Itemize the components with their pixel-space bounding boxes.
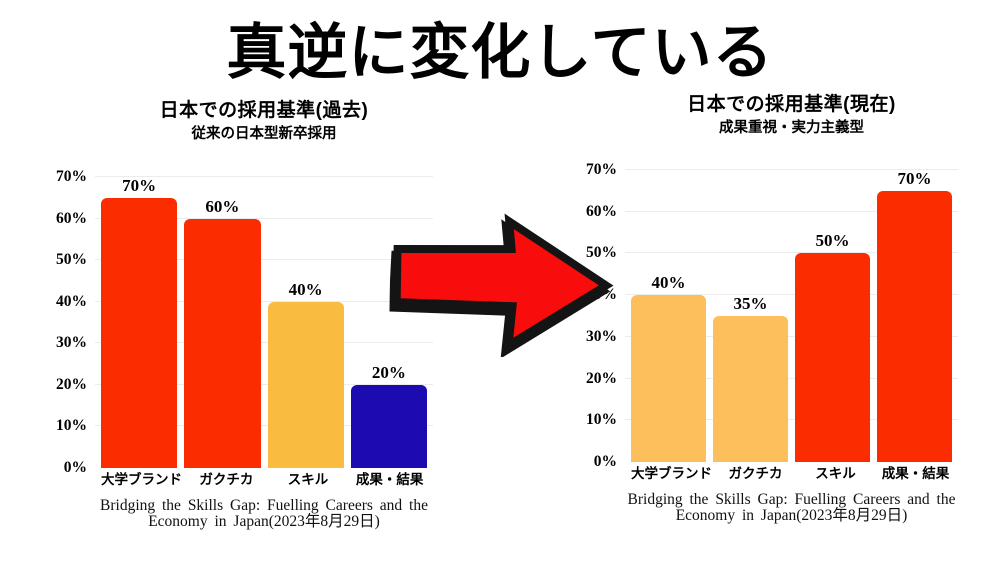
x-axis-labels: 大学ブランド ガクチカ スキル 成果・結果 [95,471,433,488]
bar-chart-present: 日本での採用基準(現在) 成果重視・実力主義型 0% 10% 20% 30% 40% 50… [578,92,958,524]
bar-value-label: 60% [205,196,240,216]
bar-slot: 60% [184,177,261,468]
bar-value-label: 50% [815,231,850,251]
y-tick-label: 60% [586,202,617,220]
page-title: 真逆に変化している [226,20,774,86]
y-axis: 0% 10% 20% 30% 40% 50% 60% 70% [48,168,95,476]
y-tick-label: 0% [63,459,87,476]
gridline [625,419,958,421]
gridline [95,176,433,177]
bar-slot: 70% [101,176,178,468]
gridline [95,425,433,427]
gridline [95,259,433,261]
bar-大学ブランド [101,198,178,468]
x-category-label: 成果・結果 [881,466,950,481]
bar-slot: 35% [713,170,788,462]
red-right-arrow-icon [389,213,614,359]
y-tick-label: 30% [56,334,87,352]
bar-ガクチカ [184,218,261,468]
x-axis-labels: 大学ブランド ガクチカ スキル 成果・結果 [625,465,958,482]
bar-成果・結果 [350,384,427,468]
chart-subtitle: 従来の日本型新卒採用 [191,126,337,142]
bar-value-label: 40% [288,279,323,299]
bars-row: 70% 60% 40% 20% [95,177,433,468]
bar-value-label: 35% [733,294,768,313]
bar-value-label: 70% [897,169,932,188]
gridline [625,169,958,170]
gridline [625,335,958,337]
bar-成果・結果 [877,191,952,462]
y-tick-label: 30% [586,327,617,345]
chart-subtitle: 成果重視・実力主義型 [719,120,864,136]
gridline [625,377,958,379]
x-category-label: 大学ブランド [101,472,182,487]
y-tick-label: 20% [586,369,617,387]
gridline [95,383,433,385]
bar-slot: 40% [631,170,706,462]
chart-title: 日本での採用基準(過去) [159,100,369,121]
source-caption-line: Bridging the Skills Gap: Fuelling Career… [100,497,428,514]
bar-value-label: 70% [122,176,157,195]
plot-area: 70% 60% 40% 20% [95,176,433,468]
y-tick-label: 70% [586,161,617,178]
gridline [625,252,958,254]
gridline [95,300,433,302]
source-caption: Bridging the Skills Gap: Fuelling Career… [95,498,433,530]
gridline [625,294,958,296]
y-tick-label: 20% [56,375,87,393]
y-tick-label: 60% [56,209,87,227]
bar-スキル [267,301,344,468]
y-tick-label: 10% [56,417,87,435]
x-category-label: 大学ブランド [631,466,712,481]
source-caption: Bridging the Skills Gap: Fuelling Career… [625,492,958,524]
x-category-label: スキル [287,472,329,487]
source-caption-line: Bridging the Skills Gap: Fuelling Career… [627,491,956,508]
bar-ガクチカ [713,316,788,462]
bars-row: 40% 35% 50% 70% [625,170,958,462]
source-caption-line: Economy in Japan(2023年8月29日) [675,507,908,524]
plot-wrap: 0% 10% 20% 30% 40% 50% 60% 70% 40% 35% 50% 70% [578,161,958,470]
bar-スキル [795,253,870,462]
plot-wrap: 0% 10% 20% 30% 40% 50% 60% 70% 70% 60% 40% 20% [48,168,433,476]
plot-area: 40% 35% 50% 70% [625,169,958,462]
gridline [95,342,433,344]
bar-slot: 50% [795,170,870,462]
bar-chart-past: 日本での採用基準(過去) 従来の日本型新卒採用 0% 10% 20% 30% 40% 50… [48,98,433,530]
x-category-label: スキル [815,466,856,481]
bar-slot: 40% [267,177,344,468]
y-tick-label: 0% [593,453,617,470]
x-category-label: ガクチカ [728,466,783,481]
bar-slot: 20% [350,177,427,468]
gridline [95,217,433,219]
source-caption-line: Economy in Japan(2023年8月29日) [148,513,380,530]
x-category-label: ガクチカ [199,472,254,487]
bar-slot: 70% [877,170,952,462]
bar-value-label: 40% [651,273,686,293]
y-tick-label: 10% [586,411,617,429]
y-tick-label: 50% [56,251,87,269]
y-tick-label: 40% [56,292,87,310]
chart-title: 日本での採用基準(現在) [687,94,896,115]
x-category-label: 成果・結果 [355,472,424,487]
y-tick-label: 70% [56,168,87,185]
red-right-arrow [386,203,619,363]
bar-大学ブランド [631,295,706,462]
y-tick-label: 50% [586,244,617,262]
bar-value-label: 20% [371,362,406,382]
gridline [625,210,958,212]
